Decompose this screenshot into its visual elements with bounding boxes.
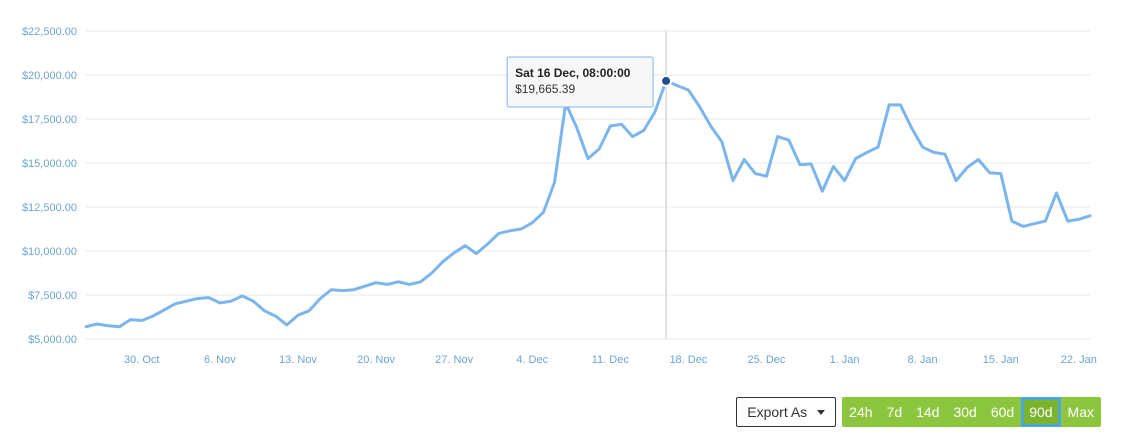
y-tick-label: $22,500.00	[22, 26, 77, 38]
range-button-60d[interactable]: 60d	[990, 404, 1015, 420]
range-selector: 24h 7d 14d 30d 60d 90d Max	[842, 397, 1101, 427]
export-as-button[interactable]: Export As	[736, 397, 837, 427]
tooltip: Sat 16 Dec, 08:00:00 $19,665.39	[506, 56, 654, 108]
x-tick-label: 25. Dec	[748, 354, 786, 366]
chart-controls: Export As 24h 7d 14d 30d 60d 90d Max	[736, 397, 1101, 427]
x-tick-label: 11. Dec	[592, 354, 630, 366]
tooltip-box	[506, 56, 654, 108]
range-button-14d[interactable]: 14d	[916, 404, 940, 420]
range-button-90d[interactable]: 90d	[1021, 397, 1061, 427]
x-tick-label: 15. Jan	[983, 354, 1019, 366]
y-tick-label: $15,000.00	[22, 158, 77, 170]
y-tick-label: $10,000.00	[22, 246, 77, 258]
x-axis-ticks: 30. Oct 6. Nov 13. Nov 20. Nov 27. Nov 4. Dec…	[124, 354, 1097, 366]
y-tick-label: $12,500.00	[22, 202, 77, 214]
grid-lines	[86, 30, 1090, 340]
x-tick-label: 20. Nov	[357, 354, 395, 366]
price-series-line[interactable]	[84, 79, 1092, 329]
x-tick-label: 27. Nov	[435, 354, 473, 366]
y-tick-label: $20,000.00	[22, 70, 77, 82]
x-tick-label: 6. Nov	[204, 354, 236, 366]
range-button-max[interactable]: Max	[1067, 404, 1094, 420]
x-tick-label: 1. Jan	[830, 354, 860, 366]
price-chart: $5,000.00 $7,500.00 $10,000.00 $12,500.00 $1…	[22, 26, 1097, 366]
range-button-24h[interactable]: 24h	[849, 404, 873, 420]
y-tick-label: $17,500.00	[22, 114, 77, 126]
x-tick-label: 4. Dec	[516, 354, 548, 366]
x-tick-label: 22. Jan	[1061, 354, 1097, 366]
tooltip-value: $19,665.39	[515, 82, 575, 96]
x-tick-label: 18. Dec	[669, 354, 707, 366]
x-tick-label: 8. Jan	[908, 354, 938, 366]
chevron-down-icon	[817, 409, 826, 415]
tooltip-date: Sat 16 Dec, 08:00:00	[515, 66, 631, 80]
hover-point[interactable]	[660, 74, 673, 87]
y-axis-ticks: $5,000.00 $7,500.00 $10,000.00 $12,500.00 $1…	[22, 26, 77, 346]
x-tick-label: 30. Oct	[124, 354, 159, 366]
y-tick-label: $7,500.00	[28, 290, 77, 302]
range-button-7d[interactable]: 7d	[886, 404, 903, 420]
y-tick-label: $5,000.00	[28, 334, 77, 346]
range-button-30d[interactable]: 30d	[953, 404, 977, 420]
export-as-label: Export As	[747, 404, 808, 420]
x-tick-label: 13. Nov	[279, 354, 317, 366]
